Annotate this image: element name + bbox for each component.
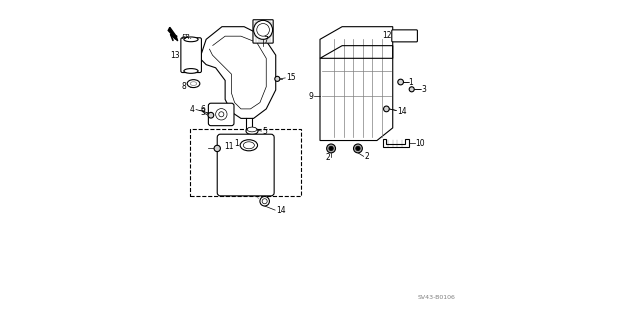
Text: 1: 1 <box>408 78 413 86</box>
Ellipse shape <box>246 128 258 135</box>
Ellipse shape <box>247 127 257 132</box>
Text: 13: 13 <box>170 51 180 60</box>
Circle shape <box>398 79 403 85</box>
Ellipse shape <box>253 20 273 39</box>
Text: 9: 9 <box>309 92 314 101</box>
Text: FR.: FR. <box>182 34 193 40</box>
Circle shape <box>329 146 333 151</box>
Circle shape <box>260 197 269 206</box>
Text: SV43-B0106: SV43-B0106 <box>418 294 456 300</box>
Circle shape <box>383 106 389 112</box>
Text: 1: 1 <box>234 139 239 148</box>
Text: 10: 10 <box>415 138 425 148</box>
FancyBboxPatch shape <box>181 38 202 72</box>
FancyBboxPatch shape <box>209 103 234 126</box>
Text: 3: 3 <box>421 85 426 94</box>
Circle shape <box>353 144 362 153</box>
Ellipse shape <box>240 140 257 151</box>
Text: 14: 14 <box>276 206 285 215</box>
Text: 2: 2 <box>364 152 369 161</box>
FancyBboxPatch shape <box>217 134 274 196</box>
Text: 12: 12 <box>382 31 392 41</box>
Text: 8: 8 <box>182 82 186 91</box>
Text: 6: 6 <box>200 105 205 114</box>
Circle shape <box>216 108 227 120</box>
Circle shape <box>409 87 414 92</box>
Text: 14: 14 <box>397 107 407 115</box>
FancyBboxPatch shape <box>392 30 417 42</box>
Circle shape <box>208 112 214 118</box>
Ellipse shape <box>184 69 198 73</box>
Circle shape <box>275 76 280 81</box>
Circle shape <box>219 112 224 117</box>
Text: 11: 11 <box>224 142 234 151</box>
Text: 5: 5 <box>262 127 267 136</box>
Text: 4: 4 <box>189 105 195 114</box>
Ellipse shape <box>187 80 200 87</box>
Text: 7: 7 <box>264 36 269 45</box>
FancyBboxPatch shape <box>253 20 273 43</box>
Polygon shape <box>168 27 178 41</box>
Ellipse shape <box>243 142 254 149</box>
Text: 15: 15 <box>286 73 296 82</box>
Ellipse shape <box>184 37 198 42</box>
Ellipse shape <box>257 24 269 36</box>
Circle shape <box>326 144 335 153</box>
Text: 2: 2 <box>326 153 330 162</box>
Ellipse shape <box>190 82 196 85</box>
Circle shape <box>356 146 360 151</box>
Circle shape <box>262 199 267 204</box>
Text: 3: 3 <box>201 108 205 116</box>
Circle shape <box>214 145 220 152</box>
